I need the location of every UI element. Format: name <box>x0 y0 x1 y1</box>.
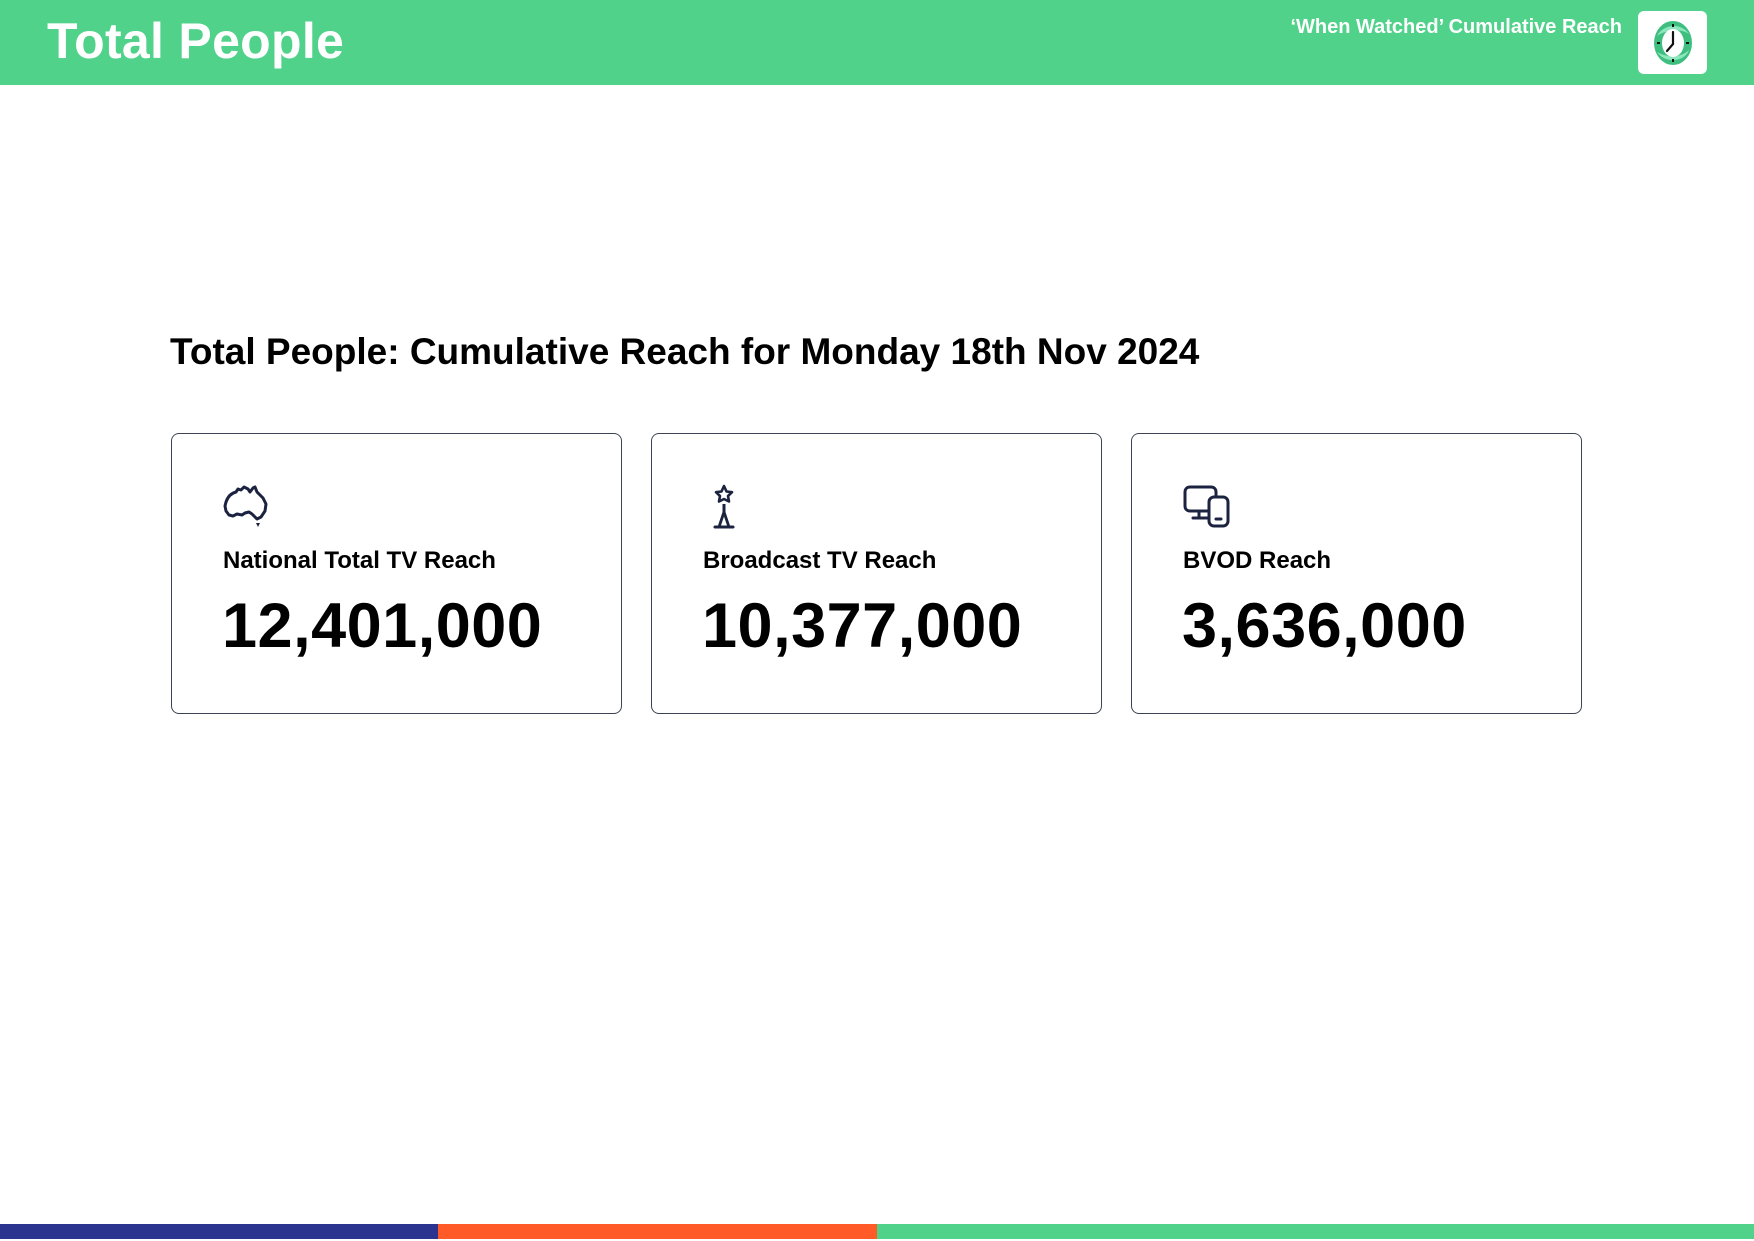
clock-logo <box>1638 11 1707 74</box>
footer-segment-orange <box>438 1224 877 1239</box>
devices-icon <box>1182 484 1232 530</box>
card-label: National Total TV Reach <box>223 547 496 574</box>
clock-icon <box>1653 20 1692 65</box>
broadcast-tower-icon <box>702 484 752 530</box>
header-bar: Total People ‘When Watched’ Cumulative R… <box>0 0 1754 85</box>
section-title: Total People: Cumulative Reach for Monda… <box>170 331 1200 372</box>
card-value: 12,401,000 <box>222 591 543 661</box>
card-broadcast-tv-reach: Broadcast TV Reach 10,377,000 <box>651 433 1102 714</box>
card-value: 3,636,000 <box>1182 591 1467 661</box>
card-label: Broadcast TV Reach <box>703 547 937 574</box>
page-title: Total People <box>47 13 345 69</box>
card-label: BVOD Reach <box>1183 547 1332 574</box>
card-value: 10,377,000 <box>702 591 1023 661</box>
footer-color-bar <box>0 1224 1754 1239</box>
australia-map-icon <box>222 484 272 530</box>
footer-segment-blue <box>0 1224 438 1239</box>
report-subtitle: ‘When Watched’ Cumulative Reach <box>1290 16 1622 38</box>
card-national-total-tv-reach: National Total TV Reach 12,401,000 <box>171 433 622 714</box>
card-bvod-reach: BVOD Reach 3,636,000 <box>1131 433 1582 714</box>
footer-segment-green <box>877 1224 1754 1239</box>
